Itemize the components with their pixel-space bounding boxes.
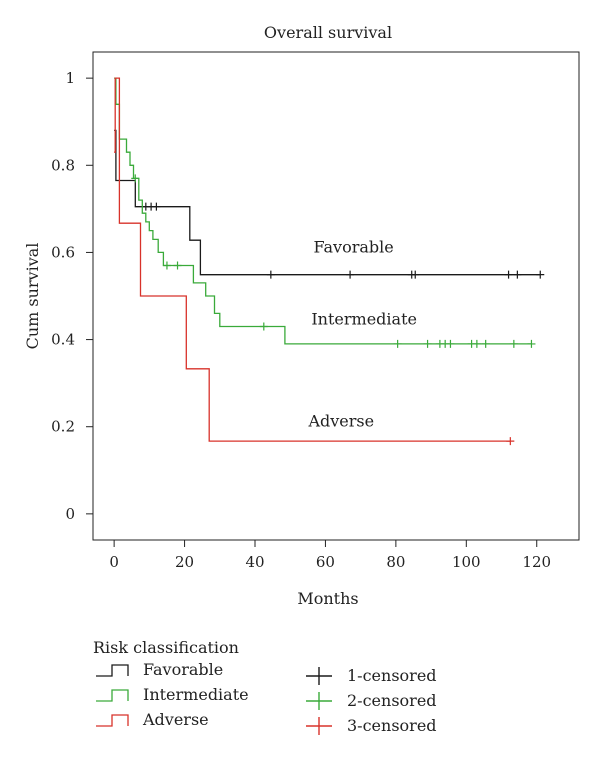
x-tick-label: 0: [109, 553, 119, 571]
legend-swatch-step: [96, 689, 129, 702]
x-tick-label: 40: [245, 553, 264, 571]
x-tick-label: 120: [522, 553, 551, 571]
annotation-layer: Favorable Intermediate Adverse: [307, 237, 417, 430]
censor-mark-favorable: [266, 270, 275, 279]
legend-title: Risk classification: [93, 638, 239, 657]
censor-mark-intermediate: [393, 339, 402, 348]
censor-mark-favorable: [152, 202, 161, 211]
axes: 0 20 40 60 80 100 120 0 0.2 0.4 0.6 0.8 1: [51, 69, 551, 571]
y-tick-label: 0.6: [51, 243, 75, 261]
legend-label: Favorable: [143, 660, 223, 679]
x-tick-label: 60: [316, 553, 335, 571]
legend: Risk classification Favorable Intermediat…: [93, 638, 437, 735]
censor-mark-intermediate: [472, 339, 481, 348]
x-tick-label: 80: [386, 553, 405, 571]
legend-swatch-censor: [306, 667, 332, 685]
legend-swatch-censor: [306, 692, 332, 710]
censor-mark-intermediate: [509, 339, 518, 348]
censor-mark-intermediate: [481, 339, 490, 348]
y-tick-label: 0.8: [51, 156, 75, 174]
censor-mark-intermediate: [446, 339, 455, 348]
censor-mark-favorable: [513, 270, 522, 279]
censor-mark-favorable: [411, 270, 420, 279]
chart-title: Overall survival: [264, 23, 392, 42]
censor-mark-intermediate: [173, 261, 182, 270]
x-axis-label: Months: [297, 589, 358, 608]
censor-mark-favorable: [504, 270, 513, 279]
survival-curve-intermediate: [114, 77, 532, 345]
censor-mark-intermediate: [527, 339, 536, 348]
legend-label: 1-censored: [347, 666, 437, 685]
x-tick-label: 20: [175, 553, 194, 571]
censor-mark-intermediate: [131, 174, 140, 183]
curve-label: Intermediate: [311, 309, 417, 328]
censor-mark-intermediate: [162, 261, 171, 270]
plot-frame: [92, 51, 580, 541]
survival-curve-adverse: [114, 77, 511, 442]
legend-swatch-step: [96, 664, 129, 677]
y-tick-label: 1: [65, 69, 75, 87]
y-axis-label: Cum survival: [23, 243, 42, 350]
legend-label: Intermediate: [143, 685, 249, 704]
x-tick-label: 100: [452, 553, 481, 571]
y-tick-label: 0.4: [51, 331, 75, 349]
censor-mark-intermediate: [423, 339, 432, 348]
legend-label: Adverse: [142, 710, 209, 729]
legend-label: 3-censored: [347, 716, 437, 735]
legend-swatch-step: [96, 714, 129, 727]
y-tick-label: 0.2: [51, 418, 75, 436]
survival-curve-favorable: [114, 129, 541, 276]
curve-label: Adverse: [307, 412, 374, 431]
series-layer: [114, 77, 545, 446]
legend-label: 2-censored: [347, 691, 437, 710]
censor-mark-intermediate: [259, 322, 268, 331]
curve-label: Favorable: [313, 237, 393, 256]
censor-mark-favorable: [536, 270, 545, 279]
censor-mark-favorable: [346, 270, 355, 279]
censor-mark-adverse: [506, 437, 515, 446]
legend-swatch-censor: [306, 717, 332, 735]
y-tick-label: 0: [65, 505, 75, 523]
